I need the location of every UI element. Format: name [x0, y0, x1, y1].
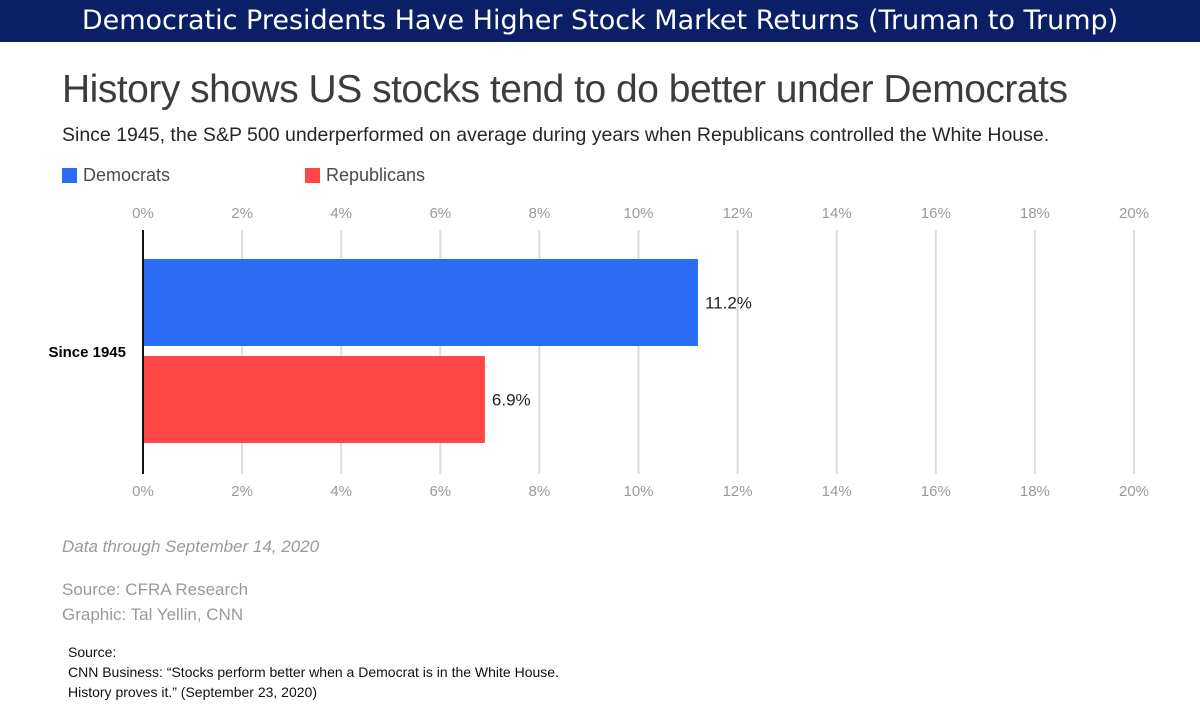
x-tick-label-bottom: 2% [231, 483, 253, 500]
bar-value-label: 6.9% [492, 391, 531, 410]
source-note: Source: CFRA Research [62, 580, 249, 599]
chart-title: History shows US stocks tend to do bette… [62, 68, 1068, 111]
data-through-note: Data through September 14, 2020 [62, 537, 320, 556]
footer-source: Source: CNN Business: “Stocks perform be… [68, 642, 559, 702]
x-tick-label-top: 4% [330, 205, 352, 222]
graphic-credit: Graphic: Tal Yellin, CNN [62, 605, 244, 624]
bar-value-label: 11.2% [705, 294, 752, 313]
x-tick-label-bottom: 6% [429, 483, 451, 500]
x-tick-label-bottom: 20% [1119, 483, 1149, 500]
x-tick-label-top: 18% [1020, 205, 1050, 222]
x-tick-label-bottom: 0% [132, 483, 154, 500]
x-tick-label-bottom: 4% [330, 483, 352, 500]
x-tick-label-bottom: 8% [529, 483, 551, 500]
footer-line-1: Source: [68, 644, 117, 660]
category-label: Since 1945 [48, 344, 126, 361]
x-tick-label-top: 16% [921, 205, 951, 222]
footer-line-2: CNN Business: “Stocks perform better whe… [68, 664, 559, 680]
chart-subtitle: Since 1945, the S&P 500 underperformed o… [62, 124, 1050, 146]
banner-title: Democratic Presidents Have Higher Stock … [81, 5, 1119, 36]
x-tick-label-top: 0% [132, 205, 154, 222]
legend-label-republicans: Republicans [326, 165, 426, 185]
x-tick-label-bottom: 18% [1020, 483, 1050, 500]
x-tick-label-top: 8% [529, 205, 551, 222]
title-banner: Democratic Presidents Have Higher Stock … [0, 0, 1200, 42]
legend-label-democrats: Democrats [83, 165, 171, 185]
x-tick-label-bottom: 16% [921, 483, 951, 500]
x-tick-label-top: 2% [231, 205, 253, 222]
x-tick-label-top: 14% [822, 205, 852, 222]
bar-republicans [143, 356, 485, 443]
legend-swatch-republicans [305, 168, 320, 183]
x-tick-label-bottom: 14% [822, 483, 852, 500]
x-tick-label-top: 10% [623, 205, 653, 222]
x-tick-label-bottom: 10% [623, 483, 653, 500]
x-tick-label-top: 20% [1119, 205, 1149, 222]
x-tick-label-top: 12% [723, 205, 753, 222]
x-tick-label-top: 6% [429, 205, 451, 222]
x-tick-label-bottom: 12% [723, 483, 753, 500]
bar-democrats [143, 259, 698, 346]
footer-line-3: History proves it.” (September 23, 2020) [68, 684, 317, 700]
legend-swatch-democrats [62, 168, 77, 183]
